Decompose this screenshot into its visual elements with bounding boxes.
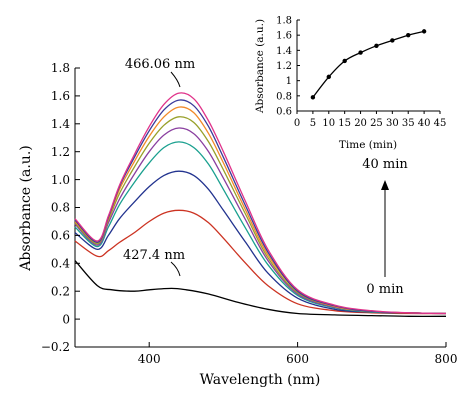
main-x-tick-label: 800 <box>435 352 458 366</box>
inset-data-point <box>358 50 363 55</box>
inset-y-axis-label: Absorbance (a.u.) <box>254 19 266 114</box>
main-y-axis-label: Absorbance (a.u.) <box>18 145 34 271</box>
main-series-line-0 <box>74 260 447 317</box>
inset-data-point <box>390 38 395 43</box>
inset-data-point <box>310 95 316 100</box>
inset-y-tick-label: 1 <box>286 76 292 87</box>
inset-y-ticks: 0.6 0.8 1 1.2 1.4 1.6 1.8 <box>276 16 300 118</box>
time-label-0min: 0 min <box>366 282 404 297</box>
peak-label-466-leader <box>170 71 181 88</box>
inset-data-point <box>406 32 411 38</box>
main-y-ticks: −0.2 0 0.2 0.4 0.6 0.8 1.0 1.2 1.4 1.6 1.8 <box>41 61 80 354</box>
inset-data-point <box>326 74 331 80</box>
inset-x-tick-label: 10 <box>322 118 335 129</box>
main-series-line-1 <box>74 209 447 315</box>
inset-x-tick-label: 15 <box>338 118 351 129</box>
peak-label-427-leader <box>170 261 181 277</box>
main-x-tick-label: 600 <box>286 352 309 366</box>
inset-data-point <box>342 58 347 64</box>
main-y-tick-label: 1.6 <box>51 89 70 103</box>
main-y-tick-label: 0 <box>62 312 70 326</box>
main-y-tick-label: 1.8 <box>51 61 70 75</box>
inset-x-tick-label: 25 <box>370 118 383 129</box>
inset-x-tick-label: 35 <box>402 118 415 129</box>
main-y-tick-label: 1.0 <box>51 173 70 187</box>
inset-x-tick-label: 45 <box>434 118 447 129</box>
inset-y-tick-label: 0.8 <box>276 91 292 102</box>
time-arrow-head <box>381 180 389 190</box>
inset-y-tick-label: 1.2 <box>276 61 292 72</box>
main-x-ticks: 400 600 800 <box>138 342 458 366</box>
main-y-tick-label: 0.4 <box>51 257 70 271</box>
inset-y-tick-label: 0.6 <box>276 107 292 118</box>
main-series-line-2 <box>74 170 447 315</box>
inset-x-tick-label: 0 <box>294 118 300 129</box>
main-x-axis-label: Wavelength (nm) <box>200 372 321 388</box>
inset-series-line-0 <box>312 30 425 98</box>
inset-x-axis-label: Time (min) <box>339 139 397 151</box>
main-y-tick-label: 0.8 <box>51 201 70 215</box>
main-x-tick-label: 400 <box>138 352 161 366</box>
main-y-tick-label: 1.4 <box>51 117 70 131</box>
inset-data-point <box>374 43 379 48</box>
inset-x-ticks: 0 5 10 15 20 25 30 35 40 45 <box>294 111 447 129</box>
peak-label-427: 427.4 nm <box>123 248 185 263</box>
main-series-line-6 <box>74 106 447 315</box>
peak-label-466: 466.06 nm <box>125 57 195 72</box>
main-series-line-8 <box>74 92 447 315</box>
time-label-40min: 40 min <box>362 157 408 172</box>
inset-series-group <box>310 29 427 100</box>
inset-x-tick-label: 5 <box>310 118 316 129</box>
inset-y-tick-label: 1.8 <box>276 16 292 27</box>
main-y-tick-label: 0.6 <box>51 229 70 243</box>
inset-data-point <box>421 29 427 34</box>
inset-x-tick-label: 30 <box>386 118 399 129</box>
main-y-tick-label: −0.2 <box>41 340 70 354</box>
main-y-tick-label: 0.2 <box>51 284 70 298</box>
main-chart: −0.200.20.40.60.81.01.21.41.61.8 400 600 8… <box>18 57 457 388</box>
inset-x-tick-label: 20 <box>354 118 367 129</box>
inset-y-tick-label: 1.6 <box>276 31 292 42</box>
inset-x-tick-label: 40 <box>418 118 431 129</box>
inset-chart: 0.6 0.8 1 1.2 1.4 1.6 1.8 0 5 10 15 20 25 30 35 40 45 T… <box>254 16 446 152</box>
main-series-line-3 <box>74 141 447 315</box>
main-y-tick-label: 1.2 <box>51 145 70 159</box>
inset-y-tick-label: 1.4 <box>276 46 292 57</box>
main-series-group <box>74 92 447 317</box>
